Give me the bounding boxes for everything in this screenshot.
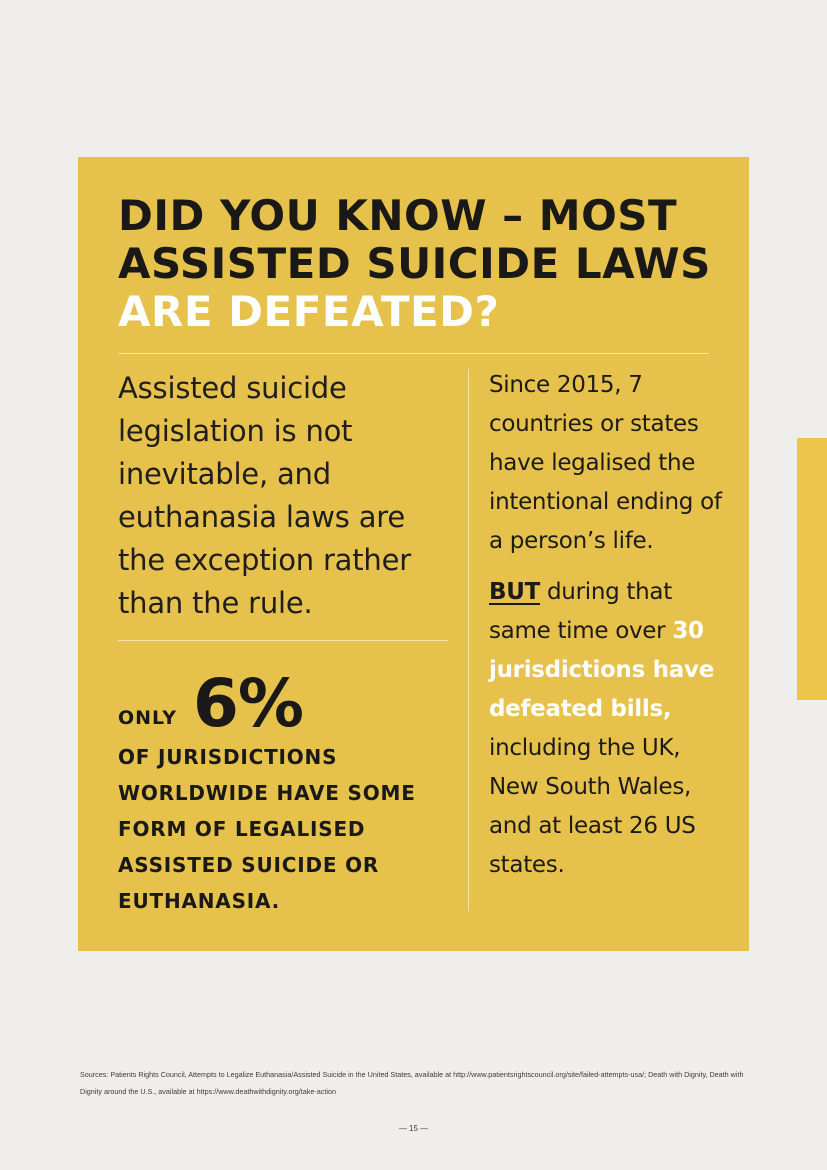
right-paragraph-1: Since 2015, 7 countries or states have l…	[489, 372, 722, 554]
right-paragraph-2: BUT during that same time over 30 jurisd…	[489, 573, 729, 885]
sources-footnote: Sources: Patients Rights Council, Attemp…	[80, 1070, 744, 1096]
right-paragraph-2-text-a: during that same time over	[489, 579, 673, 644]
statistic-block: ONLY 6% OF JURISDICTIONS WORLDWIDE HAVE …	[118, 669, 458, 919]
page-number: — 15 —	[398, 1124, 429, 1133]
stat-value: 6%	[193, 665, 304, 742]
but-emphasis: BUT	[489, 579, 540, 605]
right-column: Since 2015, 7 countries or states have l…	[489, 366, 729, 885]
divider-vertical	[468, 369, 469, 911]
headline-line-3: ARE DEFEATED?	[118, 287, 500, 336]
right-paragraph-2-text-b: including the UK, New South Wales, and a…	[489, 735, 696, 878]
headline-line-1: DID YOU KNOW – MOST	[118, 191, 678, 240]
headline-line-2: ASSISTED SUICIDE LAWS	[118, 239, 711, 288]
divider-middle	[118, 640, 448, 641]
side-accent-tab	[797, 438, 827, 700]
stat-caption: OF JURISDICTIONS WORLDWIDE HAVE SOME FOR…	[118, 745, 416, 913]
highlight-text: 30 jurisdictions have defeated bills,	[489, 618, 714, 722]
info-panel: DID YOU KNOW – MOST ASSISTED SUICIDE LAW…	[78, 157, 749, 951]
intro-text: Assisted suicide legislation is not inev…	[118, 371, 411, 620]
stat-only-label: ONLY	[118, 707, 177, 729]
headline: DID YOU KNOW – MOST ASSISTED SUICIDE LAW…	[118, 192, 728, 336]
divider-top	[118, 353, 709, 354]
